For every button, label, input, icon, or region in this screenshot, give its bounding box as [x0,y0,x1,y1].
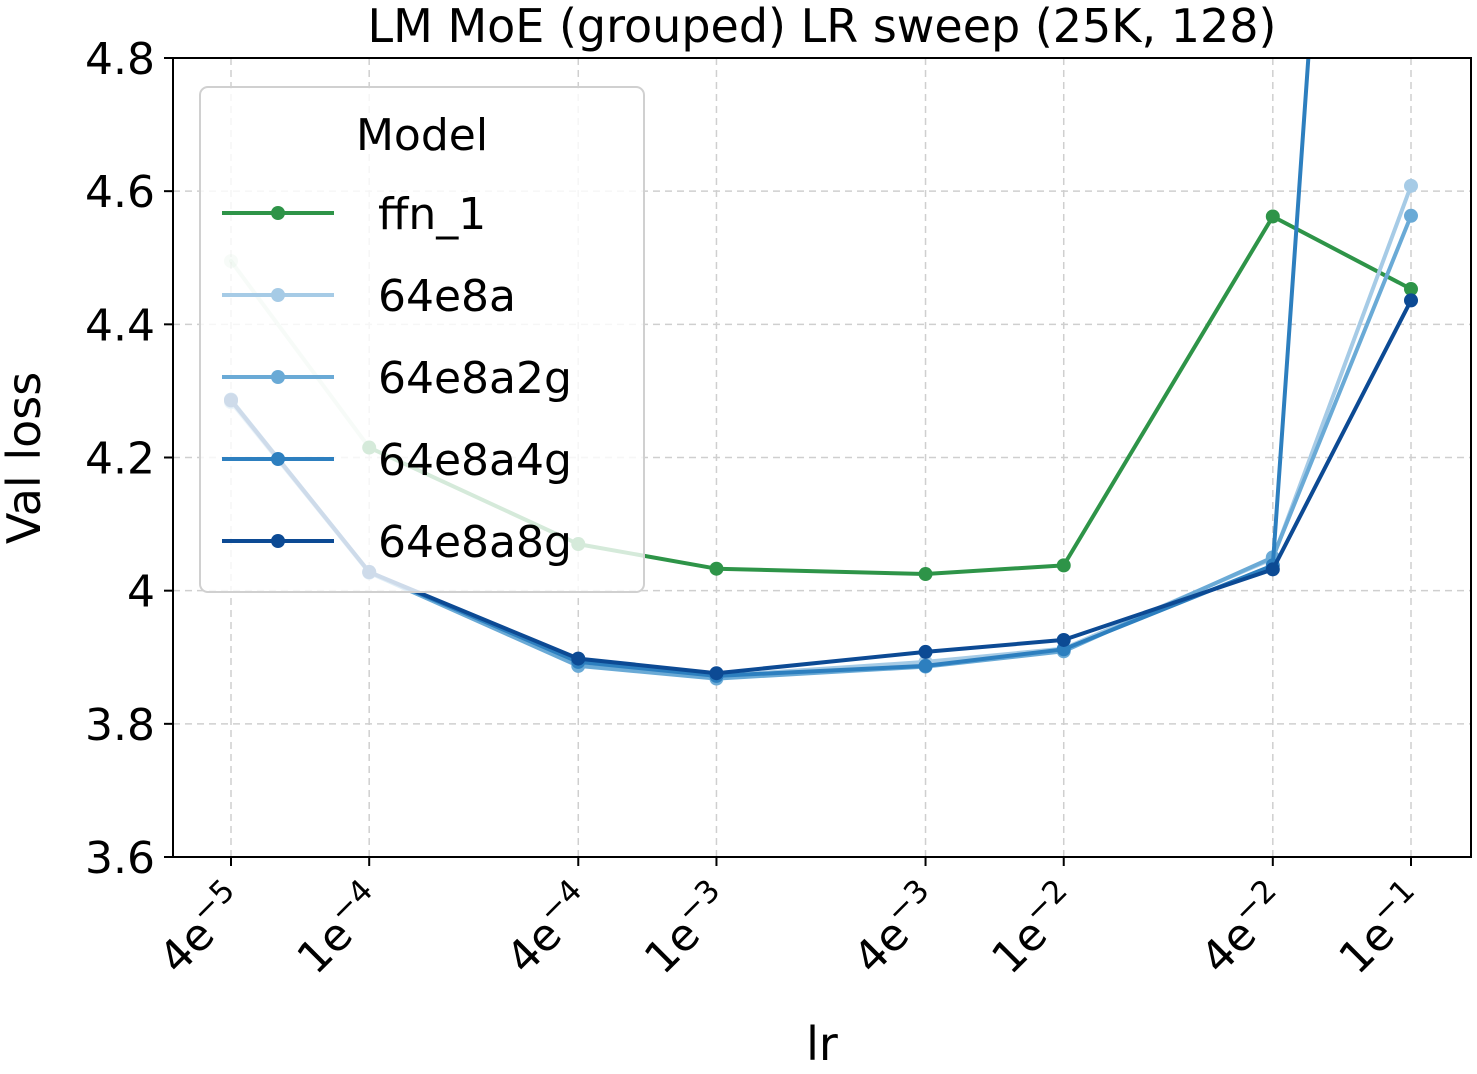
x-tick-label: 4e−3 [840,872,952,984]
data-point [918,644,933,659]
x-axis: 4e−51e−4 4e−41e−3 4e−31e−2 4e−21e−1 [145,857,1437,984]
y-tick-label: 4.8 [85,34,155,85]
data-point [571,651,586,666]
data-point [1056,632,1071,647]
legend-title: Model [356,110,488,161]
y-axis-label: Val loss [0,372,51,544]
y-tick-label: 3.6 [85,833,155,884]
data-point [918,658,933,673]
legend-label: 64e8a4g [378,435,572,486]
data-point [1265,209,1280,224]
legend-marker [271,206,285,220]
data-point [1265,562,1280,577]
legend-label: 64e8a8g [378,517,572,568]
legend-label: 64e8a2g [378,353,572,404]
y-tick-label: 4.4 [85,300,155,351]
data-point [1404,282,1418,297]
y-tick-label: 3.8 [85,700,155,751]
legend-item-64e8a: 64e8a [222,271,516,322]
legend: Model ffn_1 64e8a 64e8a2g 64e8a4g 64e8a8g [199,86,645,593]
data-point [1404,178,1418,193]
x-tick-label: 4e−5 [145,872,257,984]
data-point [709,561,724,576]
x-tick-label: 1e−4 [283,872,395,984]
legend-item-64e8a2g: 64e8a2g [222,353,572,404]
y-tick-label: 4.2 [85,434,155,485]
legend-item-64e8a8g: 64e8a8g [222,517,572,568]
x-tick-label: 1e−3 [631,872,743,984]
chart-title: LM MoE (grouped) LR sweep (25K, 128) [368,0,1277,53]
legend-label: ffn_1 [378,189,486,240]
y-tick-label: 4.6 [85,167,155,218]
legend-marker [271,534,285,548]
x-tick-label: 4e−4 [492,872,604,984]
y-axis: 3.6 3.8 4 4.2 4.4 4.6 4.8 [85,34,173,884]
y-tick-label: 4 [127,567,155,618]
data-point [918,567,933,582]
legend-item-ffn_1: ffn_1 [222,189,486,240]
data-point [1056,558,1071,573]
x-tick-label: 4e−2 [1187,872,1299,984]
legend-marker [271,452,285,466]
legend-label: 64e8a [378,271,516,322]
x-axis-label: lr [806,1017,838,1071]
legend-item-64e8a4g: 64e8a4g [222,435,572,486]
x-tick-label: 1e−2 [978,872,1090,984]
data-point [1404,208,1418,223]
legend-marker [271,370,285,384]
legend-marker [271,288,285,302]
data-point [1404,293,1418,308]
x-tick-label: 1e−1 [1325,872,1437,984]
data-point [709,666,724,681]
